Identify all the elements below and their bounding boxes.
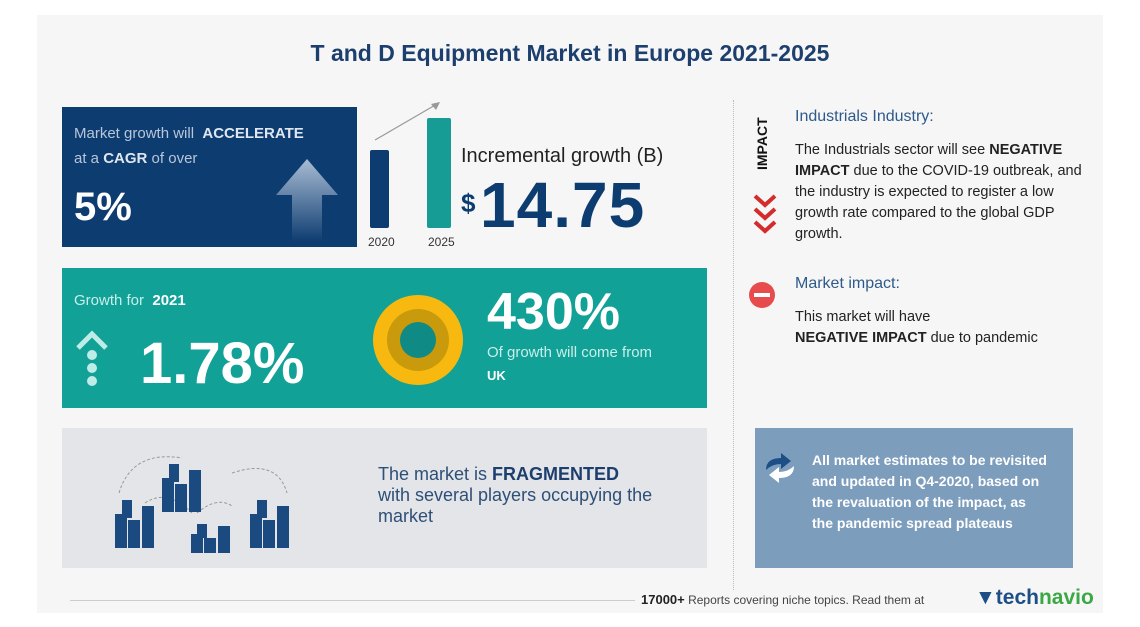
footer-text: 17000+ Reports covering niche topics. Re… bbox=[641, 592, 924, 607]
trend-arrow-icon bbox=[374, 103, 438, 141]
incremental-value: 14.75 bbox=[480, 169, 646, 241]
update-note-card: All market estimates to be revisited and… bbox=[755, 428, 1073, 568]
growth-share-text: Of growth will come from bbox=[487, 344, 653, 361]
currency-symbol: $ bbox=[461, 188, 476, 218]
cagr-accelerate: ACCELERATE bbox=[202, 125, 304, 142]
bar-label-2020: 2020 bbox=[368, 235, 395, 249]
growth-card: Growth for 2021 1.78% 430% Of growth wil… bbox=[62, 268, 707, 408]
industry-text: The Industrials sector will see NEGATIVE… bbox=[795, 140, 1100, 245]
up-arrow-icon bbox=[276, 159, 338, 242]
page-title: T and D Equipment Market in Europe 2021-… bbox=[310, 40, 830, 66]
cagr-card: Market growth will ACCELERATE at a CAGR … bbox=[62, 107, 357, 247]
industry-post: due to the COVID-19 outbreak, and the in… bbox=[795, 163, 1082, 242]
bar-2020 bbox=[370, 150, 389, 228]
footer-count: 17000+ bbox=[641, 592, 685, 607]
growth-label: Growth for 2021 bbox=[74, 292, 186, 309]
footer-caption: Reports covering niche topics. Read them… bbox=[688, 593, 925, 607]
fragmented-pre: The market is bbox=[378, 464, 488, 484]
market-pre: This market will have bbox=[795, 309, 931, 325]
brand-part: navio bbox=[1038, 586, 1094, 609]
growth-share: 430% bbox=[487, 283, 620, 341]
market-impact-heading: Market impact: bbox=[795, 275, 900, 292]
cagr-value: 5% bbox=[74, 185, 132, 229]
technavio-logo[interactable]: ▼technavio bbox=[975, 586, 1094, 609]
market-bold: NEGATIVE IMPACT bbox=[795, 330, 927, 346]
growth-region: UK bbox=[487, 368, 506, 383]
divider bbox=[733, 100, 734, 590]
target-icon bbox=[373, 295, 463, 385]
bar-label-2025: 2025 bbox=[428, 235, 455, 249]
growth-text: Growth for bbox=[74, 292, 145, 309]
cagr-text: of over bbox=[151, 150, 198, 167]
market-impact-text: This market will have NEGATIVE IMPACT due… bbox=[795, 307, 1065, 349]
growth-arrow-icon bbox=[76, 330, 108, 386]
chevrons-down-icon bbox=[753, 194, 777, 234]
fragmented-rest: with several players occupying the marke… bbox=[378, 485, 653, 526]
growth-year: 2021 bbox=[152, 292, 186, 309]
industry-heading: Industrials Industry: bbox=[795, 108, 934, 125]
growth-value: 1.78% bbox=[140, 331, 305, 396]
impact-vertical-label: IMPACT bbox=[754, 117, 770, 170]
incremental-label: Incremental growth (B) bbox=[461, 145, 664, 167]
update-note-text: All market estimates to be revisited and… bbox=[812, 452, 1047, 531]
cagr-text: Market growth will bbox=[74, 125, 195, 142]
industry-pre: The Industrials sector will see bbox=[795, 142, 986, 158]
cagr-line2: at a CAGR of over bbox=[74, 150, 197, 167]
cagr-line1: Market growth will ACCELERATE bbox=[74, 125, 304, 142]
buildings-icon bbox=[115, 456, 289, 553]
brand-part: tech bbox=[995, 586, 1039, 609]
cagr-text: at a bbox=[74, 150, 100, 167]
cagr-label: CAGR bbox=[103, 150, 148, 167]
incremental-bars bbox=[370, 102, 451, 228]
refresh-icon bbox=[766, 453, 794, 483]
footer-line bbox=[70, 600, 635, 601]
fragmented-bold: FRAGMENTED bbox=[492, 464, 620, 484]
fragmented-text: The market is FRAGMENTED with several pla… bbox=[378, 464, 698, 527]
fragmented-card: The market is FRAGMENTED with several pla… bbox=[62, 428, 707, 568]
bar-2025 bbox=[427, 118, 451, 228]
minus-circle-icon bbox=[749, 282, 775, 308]
impact-label-wrap: IMPACT bbox=[752, 112, 776, 172]
market-post: due to pandemic bbox=[930, 330, 1038, 346]
industry-bold: NEGATIVE IMPACT bbox=[795, 142, 1063, 179]
